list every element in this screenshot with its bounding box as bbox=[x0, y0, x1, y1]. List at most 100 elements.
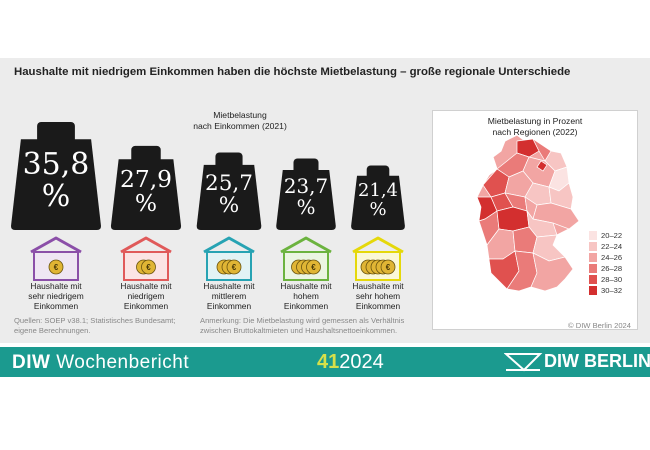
legend-swatch bbox=[589, 286, 597, 295]
diw-logo-text: DIW BERLIN bbox=[544, 351, 650, 371]
weight-handle bbox=[131, 145, 161, 164]
legend-swatch bbox=[589, 253, 597, 262]
sources-line1: Quellen: SOEP v38.1; Statistisches Bunde… bbox=[14, 316, 176, 325]
category-label-line: Einkommen bbox=[33, 301, 79, 311]
category-label-line: Einkommen bbox=[123, 301, 169, 311]
legend-swatch bbox=[589, 264, 597, 273]
category-label-line: hohem bbox=[293, 291, 319, 301]
weight-value: 27,9 bbox=[119, 164, 172, 193]
banner-separator bbox=[0, 343, 650, 347]
category-label-line: Einkommen bbox=[283, 301, 329, 311]
legend-label: 24–26 bbox=[601, 253, 623, 262]
legend-swatch bbox=[589, 231, 597, 240]
map-panel: Mietbelastung in Prozent nach Regionen (… bbox=[432, 110, 638, 330]
weight-unit: % bbox=[41, 178, 71, 214]
map-region bbox=[496, 206, 530, 232]
map-title-line2: nach Regionen (2022) bbox=[492, 127, 578, 137]
coin-icon bbox=[380, 259, 396, 275]
issue-number: 412024 bbox=[317, 351, 384, 374]
category-label: Haushalte mit mittlerem Einkommen bbox=[184, 281, 274, 311]
headline: Haushalte mit niedrigem Einkommen haben … bbox=[14, 66, 571, 78]
house-roof bbox=[352, 236, 404, 254]
weight-body bbox=[276, 169, 336, 230]
weight-value-label: 23,7% bbox=[261, 177, 351, 218]
euro-sign-icon: € bbox=[146, 263, 151, 272]
category-label: Haushalte mit niedrigem Einkommen bbox=[101, 281, 191, 311]
map-title-line1: Mietbelastung in Prozent bbox=[487, 116, 583, 126]
map-region bbox=[516, 138, 540, 158]
brand-light: Wochenbericht bbox=[56, 352, 190, 373]
legend-label: 28–30 bbox=[601, 275, 623, 284]
weight-value: 25,7 bbox=[205, 170, 253, 196]
brand-bold: DIW bbox=[12, 352, 51, 373]
euro-sign-icon: € bbox=[54, 263, 59, 272]
legend-label: 20–22 bbox=[601, 231, 623, 240]
weight-value-label: 25,7% bbox=[184, 173, 274, 217]
weights-chart: € € € € € bbox=[11, 122, 405, 281]
footer-banner bbox=[0, 347, 650, 377]
category-label-line: Einkommen bbox=[206, 301, 252, 311]
sources-line2: eigene Berechnungen. bbox=[14, 326, 91, 335]
coin-icon bbox=[141, 259, 156, 275]
weight-handle bbox=[215, 152, 243, 169]
euro-sign-icon: € bbox=[386, 263, 391, 272]
category-label-line: sehr hohem bbox=[355, 291, 401, 301]
weight-body bbox=[110, 159, 182, 230]
category-label-line: Haushalte mit bbox=[203, 281, 255, 291]
weight-value: 21,4 bbox=[358, 180, 398, 202]
house-roof bbox=[30, 236, 82, 254]
diw-logo-icon bbox=[504, 353, 543, 372]
category-label-line: Haushalte mit bbox=[280, 281, 332, 291]
issue-year: 2024 bbox=[339, 351, 384, 373]
sources-note: Quellen: SOEP v38.1; Statistisches Bunde… bbox=[14, 316, 176, 336]
euro-sign-icon: € bbox=[232, 263, 237, 272]
copyright: © DIW Berlin 2024 bbox=[568, 321, 631, 330]
weight-unit: % bbox=[296, 195, 316, 219]
category-label: Haushalte mit sehr niedrigem Einkommen bbox=[11, 281, 101, 311]
method-note-line1: Anmerkung: Die Mietbelastung wird gemess… bbox=[200, 316, 405, 325]
category-label-line: mittlerem bbox=[211, 291, 247, 301]
category-label-line: Haushalte mit bbox=[120, 281, 172, 291]
diw-berlin-logo: DIW BERLIN bbox=[504, 350, 650, 374]
category-label-line: Haushalte mit bbox=[30, 281, 82, 291]
weights-chart-title: Mietbelastung nach Einkommen (2021) bbox=[180, 110, 300, 132]
weight-value: 23,7 bbox=[283, 175, 329, 199]
map-region bbox=[536, 160, 548, 172]
weight-unit: % bbox=[134, 189, 158, 218]
legend-swatch bbox=[589, 242, 597, 251]
category-label-line: Einkommen bbox=[355, 301, 401, 311]
germany-map bbox=[476, 134, 597, 295]
weight-body bbox=[11, 139, 101, 230]
map-title: Mietbelastung in Prozent nach Regionen (… bbox=[433, 116, 637, 138]
weight-unit: % bbox=[369, 199, 387, 221]
house-roof bbox=[280, 236, 332, 254]
weight-handle bbox=[37, 122, 75, 144]
legend-label: 22–24 bbox=[601, 242, 623, 251]
weight-value: 35,8 bbox=[22, 147, 90, 183]
brand-title: DIW Wochenbericht bbox=[12, 352, 189, 374]
category-label: Haushalte mit sehr hohem Einkommen bbox=[333, 281, 423, 311]
category-label-line: sehr niedrigem bbox=[28, 291, 84, 301]
map-region bbox=[530, 252, 574, 292]
weight-body bbox=[351, 175, 405, 230]
category-label: Haushalte mit hohem Einkommen bbox=[261, 281, 351, 311]
method-note-line2: zwischen Bruttokaltmieten und Haushaltsn… bbox=[200, 326, 398, 335]
weight-body bbox=[196, 164, 262, 230]
legend-label: 30–32 bbox=[601, 286, 623, 295]
weight-value-label: 35,8% bbox=[11, 150, 101, 212]
legend-swatch bbox=[589, 275, 597, 284]
house-roof bbox=[203, 236, 255, 254]
coin-icon bbox=[306, 259, 321, 275]
weights-chart-title-line2: nach Einkommen (2021) bbox=[193, 121, 287, 131]
house-roof bbox=[120, 236, 172, 254]
category-label-line: Haushalte mit bbox=[352, 281, 404, 291]
issue-num: 41 bbox=[317, 351, 340, 373]
category-label-line: niedrigem bbox=[127, 291, 165, 301]
weight-value-label: 27,9% bbox=[101, 164, 191, 218]
euro-sign-icon: € bbox=[311, 263, 316, 272]
weights-chart-title-line1: Mietbelastung bbox=[213, 110, 267, 120]
coin-icon bbox=[48, 259, 64, 275]
weight-unit: % bbox=[218, 193, 240, 219]
coin-icon bbox=[226, 259, 242, 275]
method-note: Anmerkung: Die Mietbelastung wird gemess… bbox=[200, 316, 404, 336]
